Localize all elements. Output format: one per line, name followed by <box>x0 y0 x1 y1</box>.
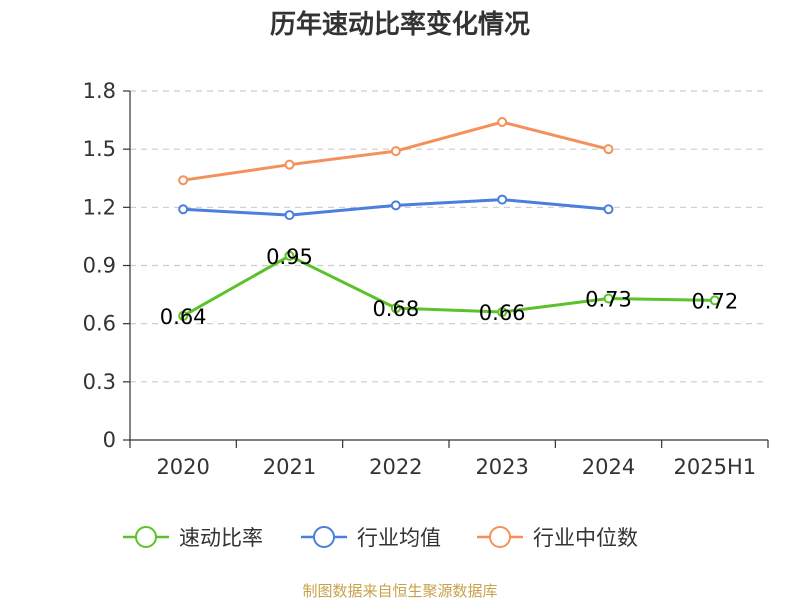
y-tick-label: 0.6 <box>83 312 116 336</box>
data-point <box>284 250 295 261</box>
source-note: 制图数据来自恒生聚源数据库 <box>302 582 497 600</box>
x-tick-label: 2025H1 <box>674 455 757 479</box>
y-tick-label: 1.5 <box>83 137 116 161</box>
data-point <box>284 159 295 170</box>
data-point <box>390 303 401 314</box>
data-label: 0.66 <box>479 301 526 325</box>
data-point <box>603 144 614 155</box>
data-point <box>178 175 189 186</box>
data-point <box>603 204 614 215</box>
axes: 0 0.3 0.6 0.9 1.2 1.5 1.8 2020 2021 2022 2023 2024 2… <box>83 79 769 479</box>
data-point <box>178 310 189 321</box>
legend-marker <box>313 526 335 548</box>
legend-label: 速动比率 <box>179 526 263 550</box>
data-label: 0.95 <box>266 245 313 269</box>
data-point <box>284 210 295 221</box>
y-tick-label: 1.2 <box>83 195 116 219</box>
legend: 速动比率 行业均值 行业中位数 <box>123 526 638 550</box>
legend-marker <box>135 526 157 548</box>
data-point <box>390 146 401 157</box>
x-tick-label: 2021 <box>263 455 316 479</box>
data-point <box>497 307 508 318</box>
legend-label: 行业中位数 <box>533 526 638 550</box>
grid <box>130 90 768 383</box>
series-group: 0.64 0.95 0.68 0.66 0.73 0.72 <box>160 117 738 329</box>
y-tick-label: 0 <box>103 428 116 452</box>
y-tick-label: 1.8 <box>83 79 116 103</box>
series-line <box>182 254 715 318</box>
chart-title: 历年速动比率变化情况 <box>270 9 530 40</box>
x-tick-label: 2022 <box>369 455 422 479</box>
data-label: 0.64 <box>160 305 207 329</box>
legend-label: 行业均值 <box>357 526 441 550</box>
data-label: 0.72 <box>691 289 738 313</box>
x-tick-label: 2020 <box>156 455 209 479</box>
x-tick-label: 2024 <box>582 455 635 479</box>
y-tick-label: 0.9 <box>83 254 116 278</box>
data-point <box>709 295 720 306</box>
data-point <box>497 117 508 128</box>
x-tick-label: 2023 <box>475 455 528 479</box>
data-label: 0.73 <box>585 287 632 311</box>
y-tick-label: 0.3 <box>83 370 116 394</box>
data-label: 0.68 <box>372 297 419 321</box>
data-point <box>497 194 508 205</box>
data-point <box>390 200 401 211</box>
legend-marker <box>489 526 511 548</box>
data-point <box>603 293 614 304</box>
data-point <box>178 204 189 215</box>
